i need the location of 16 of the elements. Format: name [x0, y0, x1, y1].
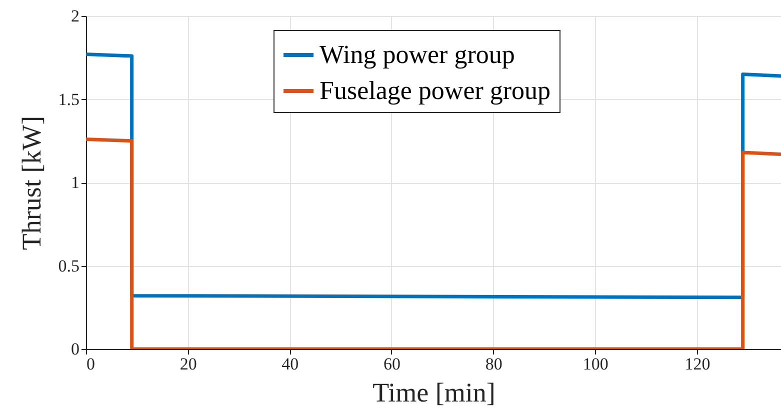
- x-tick-label: 40: [282, 354, 299, 374]
- x-axis-title: Time [min]: [372, 378, 496, 408]
- y-tick-label: 2: [71, 6, 80, 26]
- x-tick-label: 0: [86, 354, 95, 374]
- x-tick-label: 60: [383, 354, 400, 374]
- x-tick-label: 80: [485, 354, 502, 374]
- y-tick-label: 1.5: [58, 90, 80, 109]
- y-tick-label: 0.5: [58, 256, 80, 276]
- x-tick-label: 100: [582, 354, 608, 374]
- x-tick-label: 20: [180, 354, 197, 374]
- y-tick-label: 1: [71, 173, 80, 192]
- legend-label: Fuselage power group: [320, 76, 551, 105]
- x-tick-label: 120: [684, 354, 710, 374]
- y-tick-label: 0: [71, 340, 80, 358]
- legend-label: Wing power group: [320, 40, 515, 69]
- y-axis-title: Thrust [kW]: [16, 116, 46, 250]
